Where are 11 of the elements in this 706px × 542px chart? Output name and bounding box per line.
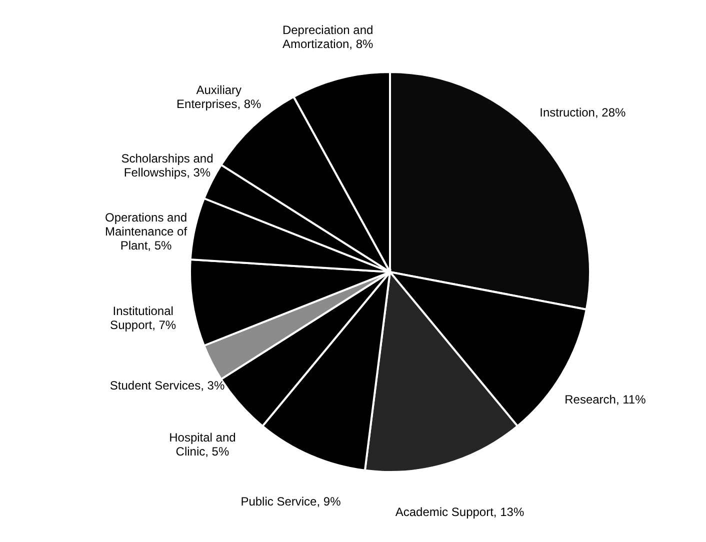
slice-label: Academic Support, 13% [395, 505, 524, 520]
slice-label: Instruction, 28% [540, 106, 626, 120]
slice-label: Research, 11% [564, 392, 646, 406]
slice-label: Institutional Support, 7% [110, 304, 176, 332]
slice-label: Public Service, 9% [240, 494, 342, 508]
slice-label: Scholarships and Fellowships, 3% [121, 152, 214, 180]
slice-label: Depreciation and Amortization, 8% [282, 22, 374, 51]
slice-label: Hospital and Clinic, 5% [169, 430, 236, 458]
slice-label: Auxiliary Enterprises, 8% [176, 82, 262, 111]
slice-label: Operations and Maintenance of Plant, 5% [104, 210, 188, 252]
slice-label: Student Services, 3% [110, 378, 225, 392]
